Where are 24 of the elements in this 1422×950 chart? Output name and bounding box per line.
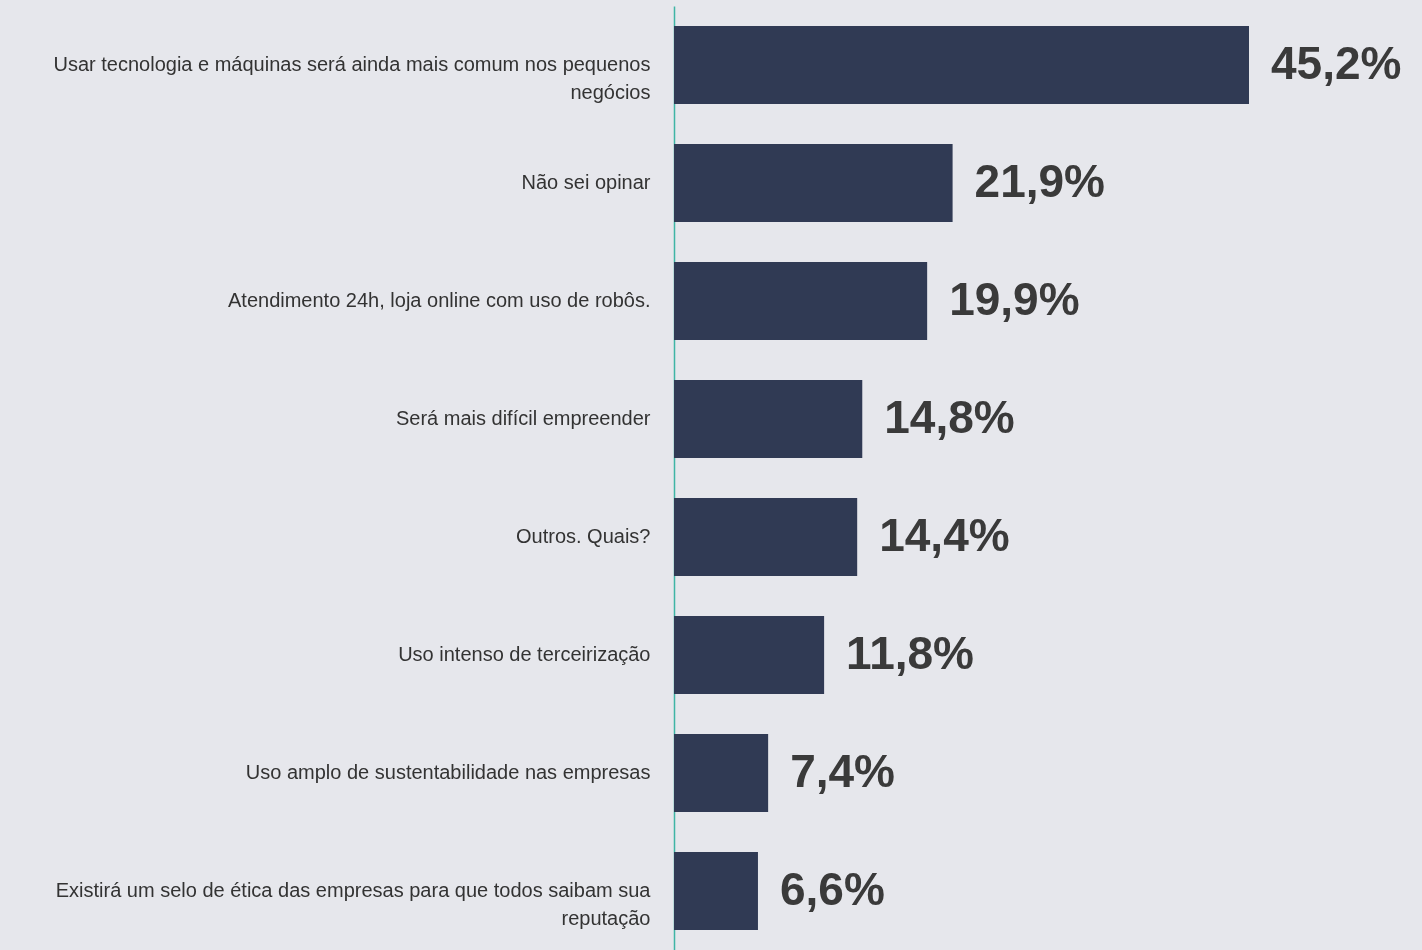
data-label: 21,9% (974, 155, 1106, 207)
y-tick-label: Usar tecnologia e máquinas será ainda mais comum nos pequenos negócios (53, 53, 651, 103)
bar (674, 498, 858, 576)
data-label: 6,6% (779, 863, 885, 915)
data-label: 7,4% (790, 745, 895, 797)
y-tick-label: Uso intenso de terceirização (398, 643, 651, 665)
bar (674, 262, 928, 340)
y-tick-label: Não sei opinar (521, 171, 651, 193)
bar (674, 734, 769, 812)
y-tick-label: Outros. Quais? (515, 525, 651, 547)
bar (674, 380, 863, 458)
data-label: 14,8% (884, 391, 1015, 443)
data-label: 11,8% (846, 627, 975, 679)
y-tick-label: Existirá um selo de ética das empresas para que todos saibam sua reputação (55, 879, 652, 929)
data-label: 45,2% (1271, 37, 1402, 89)
bar (674, 144, 953, 222)
data-label: 19,9% (949, 273, 1080, 325)
data-label: 14,4% (879, 509, 1010, 561)
bar (674, 852, 758, 930)
y-tick-label: Uso amplo de sustentabilidade nas empresas (245, 761, 651, 783)
bar (674, 616, 825, 694)
y-tick-label: Será mais difícil empreender (395, 407, 651, 429)
bar (674, 26, 1249, 104)
y-tick-label: Atendimento 24h, loja online com uso de robôs. (228, 289, 651, 311)
